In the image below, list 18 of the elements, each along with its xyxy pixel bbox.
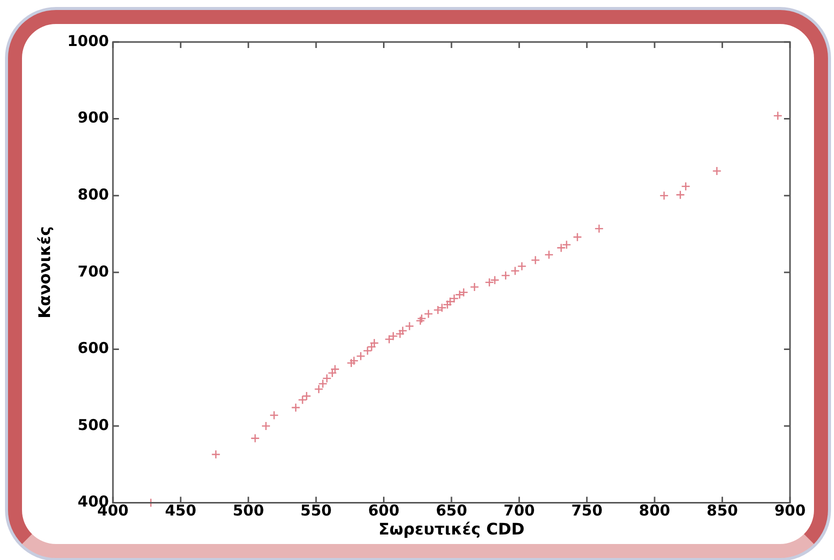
y-tick-label: 600 <box>78 339 109 358</box>
x-tick-label: 900 <box>774 502 806 520</box>
y-tick-label: 800 <box>78 185 109 204</box>
y-tick-label: 1000 <box>67 32 109 50</box>
x-tick-label: 850 <box>706 502 738 520</box>
x-tick-label: 550 <box>300 502 332 520</box>
x-tick-label: 800 <box>638 502 670 520</box>
x-axis-title: Σωρευτικές CDD <box>378 520 525 539</box>
x-tick-label: 700 <box>504 502 535 520</box>
y-tick-label: 700 <box>78 262 109 280</box>
x-tick-label: 600 <box>368 502 400 520</box>
y-tick-label: 900 <box>78 108 109 127</box>
x-tick-label: 650 <box>436 502 468 520</box>
x-tick-label: 750 <box>571 502 603 520</box>
x-tick-label: 450 <box>164 502 196 520</box>
y-axis-title: Κανονικές <box>34 226 54 318</box>
y-tick-label: 500 <box>78 416 109 434</box>
x-tick-label: 500 <box>232 502 264 520</box>
